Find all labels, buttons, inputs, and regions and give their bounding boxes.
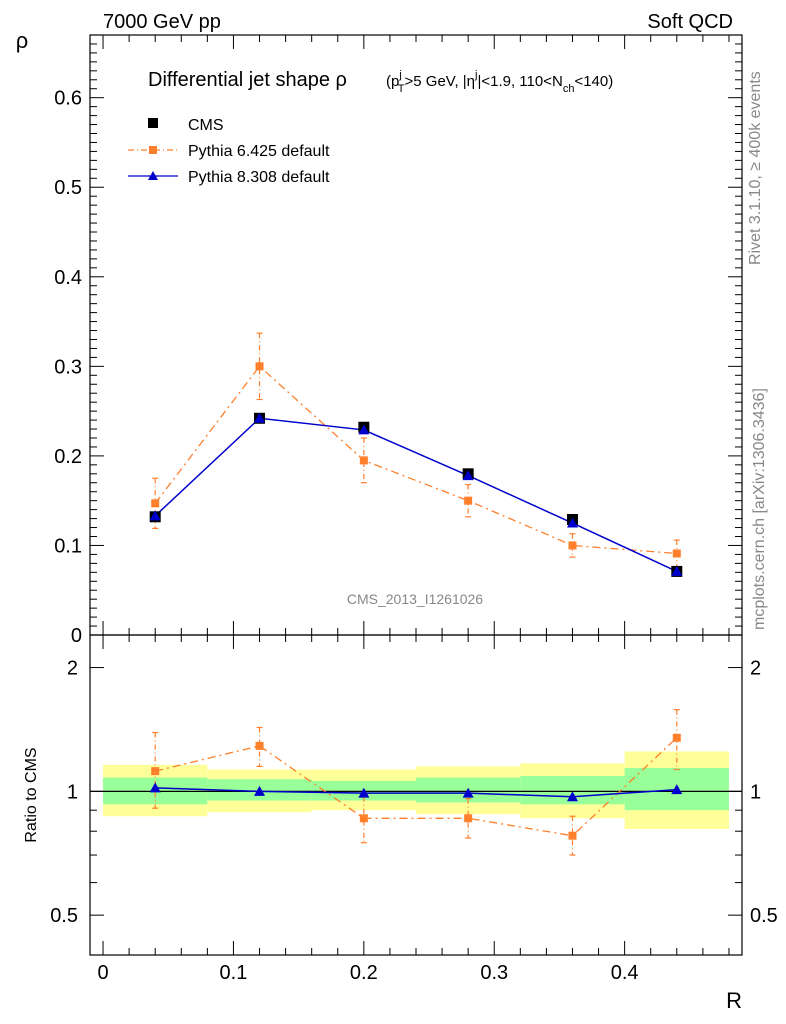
- legend-marker-pythia8: [148, 171, 158, 180]
- ratio-y-axis-label: Ratio to CMS: [23, 747, 40, 842]
- y-tick-label: 0.4: [54, 267, 82, 289]
- pythia6-line: [154, 365, 677, 555]
- legend-label-pythia8: Pythia 8.308 default: [188, 169, 330, 186]
- ratio-y-tick-label: 1: [67, 781, 78, 803]
- x-axis-label: R: [726, 988, 742, 1013]
- ratio-pythia8-point: [566, 791, 578, 802]
- pythia8-point: [671, 565, 683, 576]
- y-tick-label: 0: [71, 625, 82, 647]
- ratio-plot: 0 0.1 0.2 0.3 0.4 0.5 0.5 1 1 2 2: [50, 35, 778, 984]
- title-cuts: (pj T>5 GeV, |ηj|<1.9, 110<Nch<140): [386, 69, 613, 95]
- main-plot: 0 0.1 0.2 0.3 0.4 0.5 0.6: [54, 34, 743, 955]
- y-tick-label: 0.5: [54, 177, 82, 199]
- pythia8-point: [254, 412, 266, 423]
- y-tick-label: 0.1: [54, 535, 82, 557]
- x-tick-label: 0.2: [350, 962, 378, 984]
- ratio-pythia6-point: [151, 767, 160, 776]
- ratio-pythia8-point: [462, 787, 474, 798]
- pythia8-point: [462, 470, 474, 481]
- pythia6-point: [568, 541, 577, 550]
- legend-marker-pythia6: [149, 146, 157, 154]
- mcplots-label: mcplots.cern.ch [arXiv:1306.3436]: [751, 388, 768, 630]
- ratio-pythia6-point: [464, 814, 473, 823]
- ratio-pythia6-point: [255, 741, 264, 750]
- ratio-y-tick-label-right: 0.5: [750, 905, 778, 927]
- ratio-pythia8-line: [155, 787, 677, 798]
- pythia6-point: [672, 549, 681, 558]
- ratio-pythia6-point: [672, 733, 681, 742]
- pythia6-point: [151, 499, 160, 508]
- ratio-y-tick-label-right: 1: [750, 781, 761, 803]
- ratio-pythia8-point: [358, 787, 370, 798]
- header-left: 7000 GeV pp: [103, 11, 221, 33]
- ratio-pythia8-point: [671, 784, 683, 795]
- rivet-label: Rivet 3.1.10, ≥ 400k events: [747, 71, 764, 265]
- y-tick-label: 0.6: [54, 88, 82, 110]
- x-tick-label: 0.4: [611, 962, 639, 984]
- legend-label-cms: CMS: [188, 117, 224, 134]
- pythia6-point: [464, 496, 473, 505]
- pythia6-point: [359, 456, 368, 465]
- ratio-y-tick-label-right: 2: [750, 658, 761, 680]
- legend-marker-cms: [148, 118, 158, 128]
- ratio-y-tick-label: 0.5: [50, 905, 78, 927]
- legend: CMS Pythia 6.425 default Pythia 8.308 de…: [128, 117, 330, 186]
- pythia6-point: [255, 362, 264, 371]
- ratio-y-tick-label: 2: [67, 658, 78, 680]
- pythia8-line: [154, 417, 678, 573]
- header-right: Soft QCD: [647, 11, 733, 33]
- y-tick-label: 0.3: [54, 356, 82, 378]
- x-tick-label: 0.3: [480, 962, 508, 984]
- title-main: Differential jet shape ρ: [148, 69, 347, 91]
- x-tick-label: 0.1: [220, 962, 248, 984]
- ratio-pythia8-point: [149, 782, 161, 793]
- analysis-id: CMS_2013_I1261026: [347, 591, 483, 607]
- ratio-pythia8-point: [254, 785, 266, 796]
- pythia8-point: [358, 424, 370, 435]
- ratio-pythia6-point: [359, 814, 368, 823]
- y-tick-label: 0.2: [54, 446, 82, 468]
- legend-label-pythia6: Pythia 6.425 default: [188, 143, 330, 160]
- ratio-pythia6-line: [155, 737, 678, 837]
- x-tick-label: 0: [97, 962, 108, 984]
- pythia8-point: [149, 510, 161, 521]
- ratio-pythia6-point: [568, 831, 577, 840]
- pythia8-point: [566, 517, 578, 528]
- plot-title: Differential jet shape ρ (pj T>5 GeV, |ηj…: [148, 69, 613, 95]
- y-axis-label: ρ: [16, 28, 29, 53]
